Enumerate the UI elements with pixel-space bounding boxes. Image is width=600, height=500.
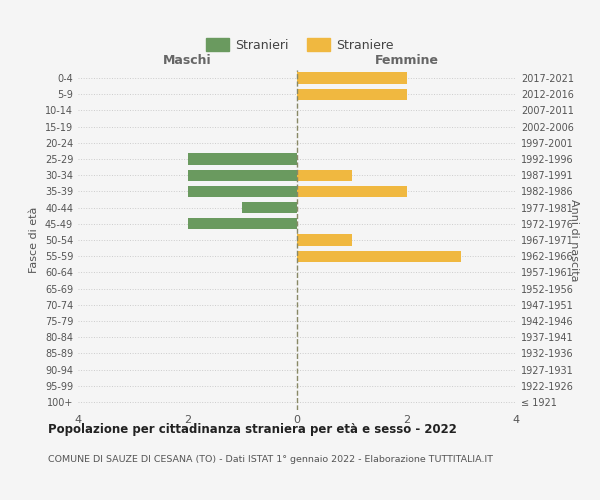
Text: Popolazione per cittadinanza straniera per età e sesso - 2022: Popolazione per cittadinanza straniera p… [48,422,457,436]
Y-axis label: Anni di nascita: Anni di nascita [569,198,580,281]
Bar [188,170,297,181]
Bar [188,154,297,164]
Bar [188,186,297,197]
Bar [297,250,461,262]
Bar [297,88,407,100]
Bar [297,186,407,197]
Y-axis label: Fasce di età: Fasce di età [29,207,39,273]
Text: Femmine: Femmine [374,54,439,67]
Bar [297,234,352,246]
Bar [242,202,297,213]
Text: Maschi: Maschi [163,54,212,67]
Bar [297,170,352,181]
Text: COMUNE DI SAUZE DI CESANA (TO) - Dati ISTAT 1° gennaio 2022 - Elaborazione TUTTI: COMUNE DI SAUZE DI CESANA (TO) - Dati IS… [48,455,493,464]
Bar [297,72,407,84]
Legend: Stranieri, Straniere: Stranieri, Straniere [202,33,398,57]
Bar [188,218,297,230]
